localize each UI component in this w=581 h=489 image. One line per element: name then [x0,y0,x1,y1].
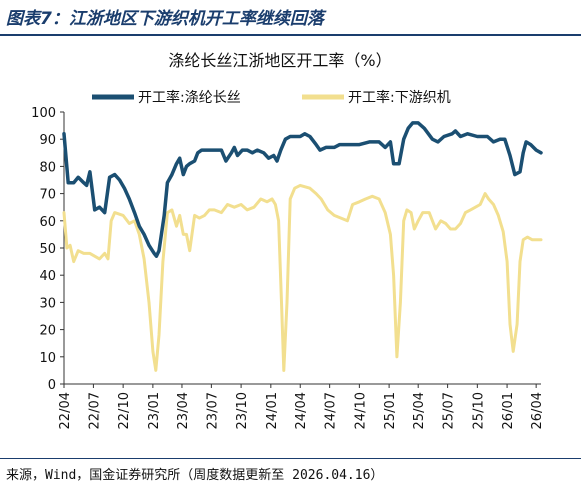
y-tick-label: 100 [31,106,56,121]
legend: 开工率:涤纶长丝 开工率:下游织机 [92,89,451,106]
series-line-2 [62,183,543,372]
x-tick-label: 26/01 [501,392,516,429]
x-tick-label: 23/07 [205,392,220,429]
source-rule [0,458,581,459]
x-tick-label: 24/10 [353,392,368,429]
x-tick-label: 24/07 [324,392,339,429]
y-tick-label: 80 [39,160,56,175]
x-tick-label: 26/04 [530,392,545,429]
x-tick-label: 24/04 [294,392,309,429]
y-tick-label: 40 [39,269,56,284]
title-rule [0,34,581,36]
line-chart: 涤纶长丝江浙地区开工率（%） 开工率:涤纶长丝 开工率:下游织机 0 10 20 30… [31,51,545,429]
x-tick-label: 23/10 [235,392,250,429]
series-lines [62,121,543,372]
y-tick-label: 60 [39,215,56,230]
y-tick-label: 0 [48,378,56,393]
x-tick-label: 24/01 [265,392,280,429]
x-tick-label: 25/10 [471,392,486,429]
y-tick-label: 20 [39,324,56,339]
figure-title: 图表7：江浙地区下游织机开工率继续回落 [6,9,324,29]
y-tick-label: 70 [39,188,56,203]
y-tick-label: 90 [39,133,56,148]
y-tick-label: 10 [39,351,56,366]
x-tick-label: 22/07 [87,392,102,429]
legend-label-series-2: 开工率:下游织机 [348,89,451,106]
x-tick-label: 25/04 [412,392,427,429]
x-tick-label: 23/04 [176,392,191,429]
legend-label-series-1: 开工率:涤纶长丝 [138,89,241,106]
x-tick-label: 22/04 [58,392,73,429]
x-tick-label: 25/01 [383,392,398,429]
x-tick-label: 23/01 [147,392,162,429]
x-tick-label: 25/07 [442,392,457,429]
chart-title: 涤纶长丝江浙地区开工率（%） [168,51,391,70]
series-line-1 [62,121,543,258]
x-tick-label: 22/10 [117,392,132,429]
y-tick-label: 30 [39,296,56,311]
source-note: 来源，Wind，国金证券研究所（周度数据更新至 2026.04.16） [6,468,384,483]
y-tick-label: 50 [39,242,56,257]
axes: 0 10 20 30 40 50 60 70 80 90 100 22/04 22/07 22/10 23/… [31,106,545,429]
